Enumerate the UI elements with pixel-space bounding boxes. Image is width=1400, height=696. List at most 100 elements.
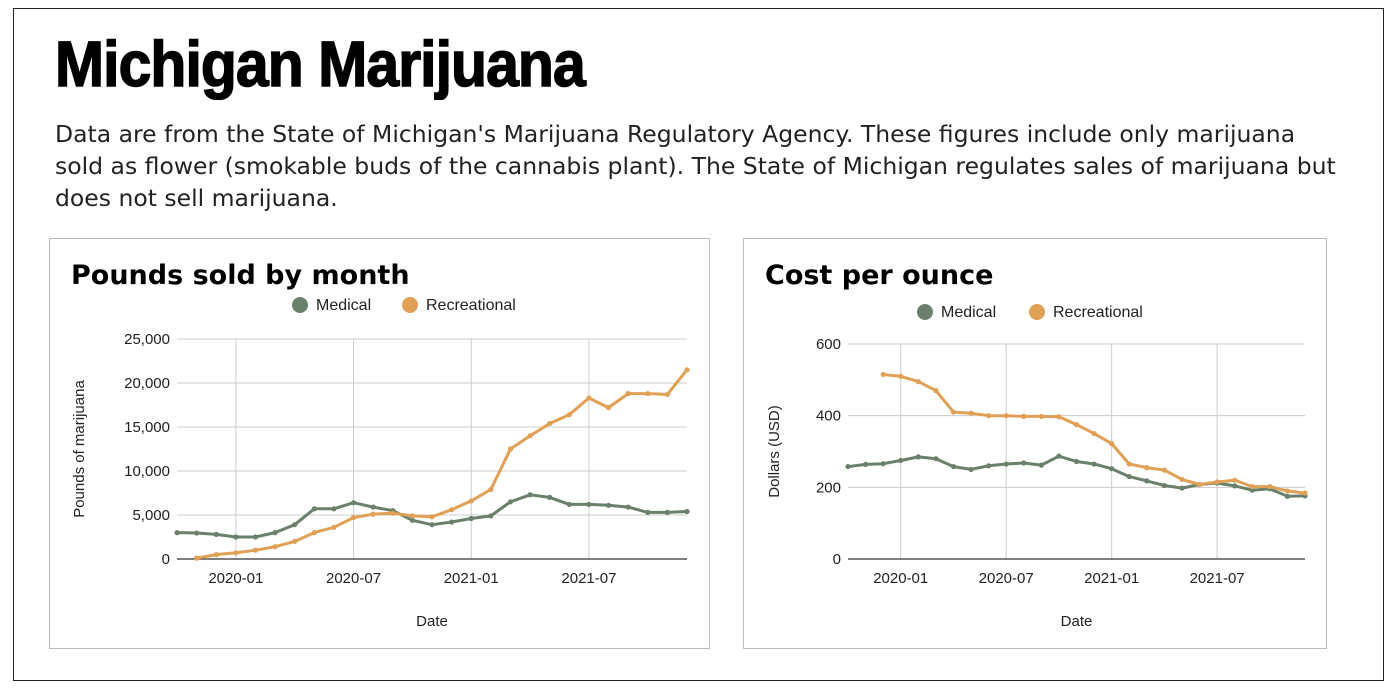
y-tick-label: 200 bbox=[816, 479, 841, 496]
y-tick-label: 15,000 bbox=[124, 419, 170, 436]
data-point-medical bbox=[213, 531, 219, 537]
data-point-medical bbox=[933, 456, 939, 462]
data-point-recreational bbox=[1214, 479, 1220, 485]
legend-label-recreational: Recreational bbox=[426, 297, 516, 314]
data-point-medical bbox=[1003, 461, 1009, 467]
data-point-medical bbox=[684, 508, 690, 515]
legend-label-medical: Medical bbox=[941, 304, 996, 321]
data-point-recreational bbox=[507, 446, 514, 452]
y-tick-label: 25,000 bbox=[124, 331, 170, 348]
y-tick-label: 0 bbox=[162, 551, 170, 568]
data-point-recreational bbox=[605, 405, 612, 411]
chart-title: Pounds sold by month bbox=[71, 260, 410, 291]
data-point-medical bbox=[1144, 478, 1150, 484]
data-point-medical bbox=[311, 506, 317, 512]
data-point-recreational bbox=[213, 552, 219, 558]
data-point-recreational bbox=[933, 387, 939, 394]
chart-panel-pounds: Pounds sold by month Medical Recreational 0… bbox=[49, 238, 710, 649]
data-point-recreational bbox=[370, 511, 376, 517]
data-point-recreational bbox=[252, 547, 259, 553]
data-point-medical bbox=[547, 494, 553, 500]
chart-pounds-svg: Pounds sold by month Medical Recreational 0… bbox=[71, 260, 690, 630]
legend-marker-recreational bbox=[402, 297, 418, 313]
y-tick-label: 20,000 bbox=[124, 375, 170, 392]
data-point-recreational bbox=[331, 524, 337, 530]
legend-marker-medical bbox=[917, 304, 933, 320]
data-point-medical bbox=[1284, 493, 1291, 499]
data-point-recreational bbox=[194, 555, 200, 561]
x-tick-label: 2020-01 bbox=[208, 570, 263, 587]
data-point-recreational bbox=[311, 530, 317, 536]
data-point-medical bbox=[331, 506, 337, 512]
x-tick-label: 2020-07 bbox=[979, 570, 1034, 587]
data-point-recreational bbox=[272, 544, 278, 550]
data-point-medical bbox=[862, 461, 869, 467]
y-tick-label: 600 bbox=[816, 336, 841, 353]
data-point-medical bbox=[370, 504, 376, 510]
data-point-medical bbox=[1232, 483, 1238, 489]
data-point-recreational bbox=[1038, 413, 1044, 419]
data-point-recreational bbox=[684, 367, 690, 373]
x-tick-label: 2020-07 bbox=[326, 570, 381, 587]
x-tick-label: 2021-01 bbox=[1084, 570, 1139, 587]
data-point-medical bbox=[488, 513, 494, 519]
data-point-recreational bbox=[898, 373, 904, 379]
data-point-medical bbox=[1249, 487, 1255, 493]
data-point-medical bbox=[586, 501, 592, 508]
series-line-recreational bbox=[196, 368, 689, 560]
y-tick-label: 0 bbox=[833, 551, 841, 568]
data-point-medical bbox=[1091, 461, 1097, 467]
data-point-recreational bbox=[880, 371, 886, 378]
data-point-recreational bbox=[950, 409, 957, 415]
y-tick-label: 5,000 bbox=[132, 507, 170, 524]
data-point-medical bbox=[1126, 473, 1132, 480]
data-point-medical bbox=[1179, 485, 1185, 491]
y-tick-label: 400 bbox=[816, 408, 841, 425]
data-point-medical bbox=[915, 454, 921, 460]
data-point-medical bbox=[409, 517, 415, 523]
data-point-recreational bbox=[1249, 484, 1255, 490]
page-frame bbox=[13, 8, 1384, 681]
data-point-medical bbox=[449, 519, 455, 525]
legend-label-recreational: Recreational bbox=[1053, 304, 1143, 321]
x-tick-label: 2021-01 bbox=[444, 570, 499, 587]
data-point-recreational bbox=[527, 433, 533, 439]
data-point-medical bbox=[174, 530, 180, 536]
data-point-medical bbox=[605, 502, 612, 508]
x-tick-label: 2021-07 bbox=[1190, 570, 1245, 587]
data-point-recreational bbox=[409, 513, 415, 519]
data-point-medical bbox=[880, 461, 886, 467]
y-tick-label: 10,000 bbox=[124, 463, 170, 480]
x-tick-label: 2021-07 bbox=[561, 570, 616, 587]
data-point-recreational bbox=[1109, 441, 1115, 447]
data-point-medical bbox=[272, 530, 278, 536]
data-point-recreational bbox=[468, 498, 474, 504]
data-point-medical bbox=[1021, 460, 1027, 466]
data-point-recreational bbox=[1196, 481, 1203, 488]
data-point-medical bbox=[645, 509, 651, 515]
x-axis-title: Date bbox=[416, 613, 448, 630]
page-description: Data are from the State of Michigan's Ma… bbox=[55, 120, 1336, 212]
data-point-medical bbox=[527, 492, 533, 498]
data-point-medical bbox=[986, 463, 992, 469]
data-point-medical bbox=[664, 509, 670, 515]
data-point-medical bbox=[625, 504, 631, 510]
data-point-medical bbox=[968, 466, 974, 473]
x-axis-title: Date bbox=[1061, 613, 1093, 630]
data-point-recreational bbox=[1091, 430, 1097, 437]
y-axis-title: Dollars (USD) bbox=[766, 405, 783, 498]
data-point-medical bbox=[292, 522, 298, 528]
data-point-recreational bbox=[915, 379, 921, 385]
data-point-medical bbox=[898, 457, 904, 464]
data-point-recreational bbox=[1056, 414, 1062, 420]
legend-marker-medical bbox=[292, 297, 308, 313]
data-point-recreational bbox=[429, 514, 435, 520]
data-point-recreational bbox=[547, 420, 553, 427]
data-point-recreational bbox=[1232, 477, 1238, 483]
legend-label-medical: Medical bbox=[316, 297, 371, 314]
data-point-recreational bbox=[645, 390, 651, 397]
data-point-medical bbox=[350, 500, 357, 506]
data-point-recreational bbox=[1003, 413, 1009, 419]
x-tick-label: 2020-01 bbox=[873, 570, 928, 587]
page-title: Michigan Marijuana bbox=[54, 27, 586, 101]
